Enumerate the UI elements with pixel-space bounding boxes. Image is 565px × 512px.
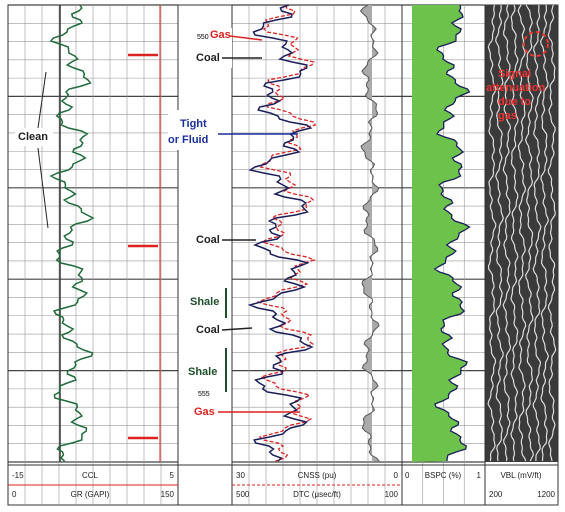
annotation: Shale xyxy=(190,296,219,308)
annotation: gas xyxy=(498,110,517,122)
scale-min: 200 xyxy=(489,490,503,499)
scale-label: DTC (μsec/ft) xyxy=(293,490,341,499)
scale-label: GR (GAPI) xyxy=(71,490,110,499)
scale-max: 150 xyxy=(161,490,175,499)
annotation: Tight xyxy=(180,118,207,130)
annotation: Clean xyxy=(18,131,48,143)
scale-min: 0 xyxy=(405,471,410,480)
annotation: Gas xyxy=(194,406,215,418)
scale-label: VBL (mV/ft) xyxy=(500,471,541,480)
scale-label: CCL xyxy=(82,471,99,480)
annotation: or Fluid xyxy=(168,134,208,146)
annotation: Coal xyxy=(196,52,220,64)
annotation: Shale xyxy=(188,366,217,378)
annotation: attenuation xyxy=(486,82,546,94)
scale-min: 30 xyxy=(236,471,245,480)
scale-label: BSPC (%) xyxy=(425,471,462,480)
well-log: 550 Gas Coal Tight or Fluid Clean Coal S… xyxy=(0,0,565,512)
annotation: due to xyxy=(498,96,531,108)
annotation: Coal xyxy=(196,234,220,246)
scale-min: -15 xyxy=(12,471,24,480)
annotation: Gas xyxy=(210,29,231,41)
scale-max: 1 xyxy=(477,471,482,480)
annotation: Signal xyxy=(498,68,531,80)
scale-max: 100 xyxy=(385,490,399,499)
scale-max: 5 xyxy=(170,471,175,480)
depth-label: 555 xyxy=(198,391,210,398)
scale-label: CNSS (pu) xyxy=(298,471,337,480)
scale-max: 0 xyxy=(394,471,399,480)
scale-max: 1200 xyxy=(537,490,555,499)
scale-min: 500 xyxy=(236,490,250,499)
scale-min: 0 xyxy=(12,490,17,499)
depth-label: 550 xyxy=(197,34,209,41)
annotation: Coal xyxy=(196,324,220,336)
